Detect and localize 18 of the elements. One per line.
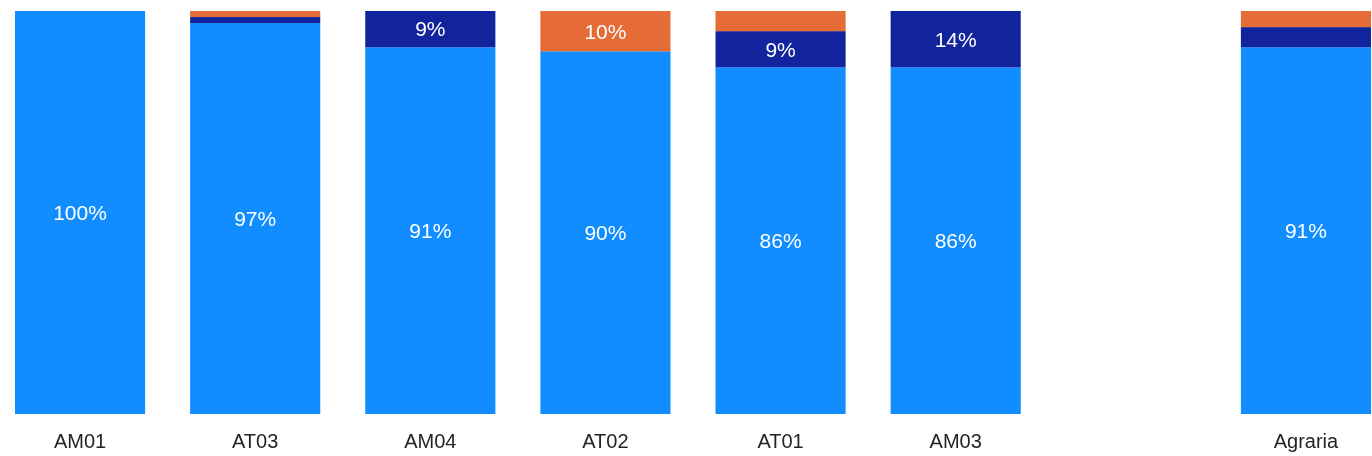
data-label: 100%: [53, 200, 107, 224]
x-tick-label: AT01: [757, 430, 804, 452]
x-tick-label: AM04: [404, 430, 457, 452]
data-label: 9%: [765, 37, 796, 61]
data-label: 86%: [759, 229, 802, 253]
x-tick-label: AM03: [929, 430, 982, 452]
data-label: 90%: [584, 221, 627, 244]
data-label: 91%: [1284, 218, 1327, 242]
data-label: 10%: [584, 19, 627, 43]
data-label: 14%: [934, 27, 977, 51]
data-label: 86%: [934, 229, 977, 253]
x-tick-label: Agraria: [1273, 430, 1340, 452]
data-label: 91%: [409, 218, 452, 242]
x-tick-label: AT02: [582, 430, 629, 452]
x-tick-label: AM01: [53, 430, 107, 452]
data-label: 97%: [234, 206, 277, 230]
x-tick-label: AT03: [232, 430, 279, 452]
data-label: 9%: [415, 17, 446, 41]
